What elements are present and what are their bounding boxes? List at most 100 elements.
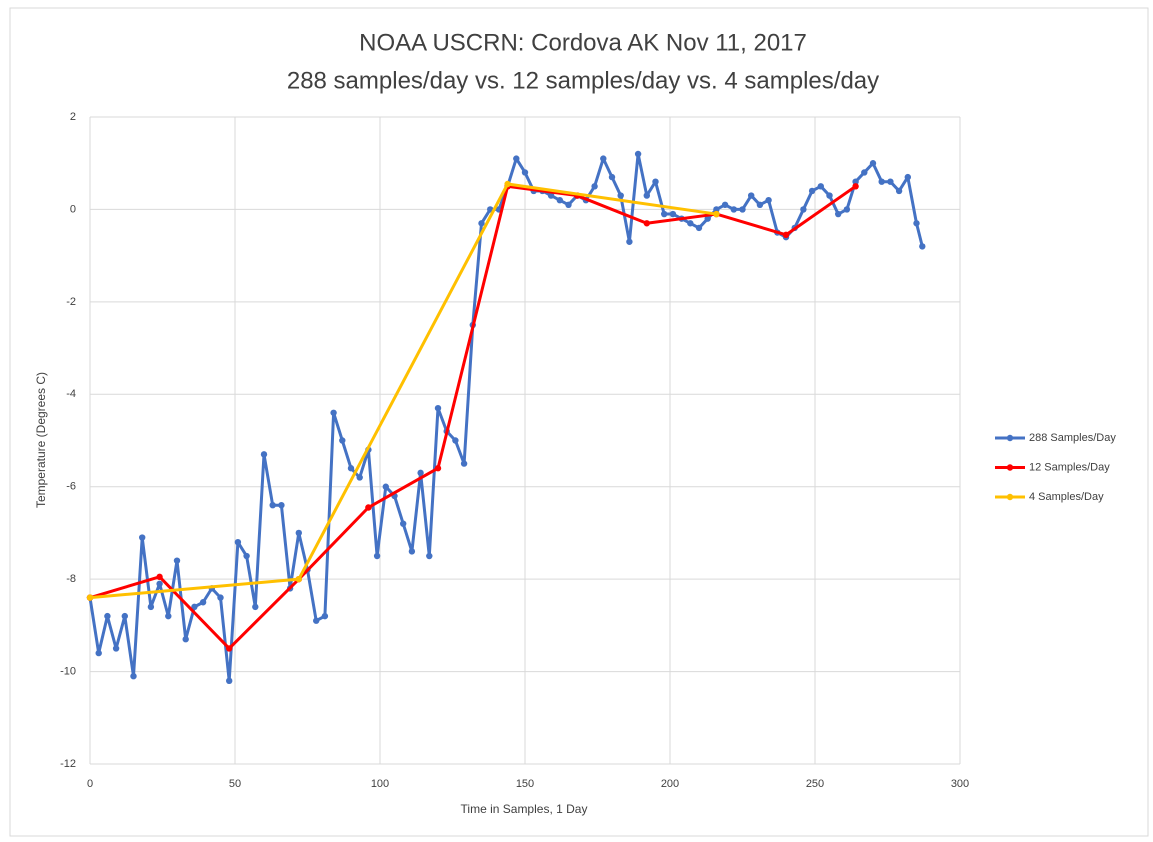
data-point	[513, 155, 520, 162]
data-point	[278, 502, 285, 509]
data-point	[173, 557, 181, 564]
data-point	[182, 636, 189, 643]
chart-title: NOAA USCRN: Cordova AK Nov 11, 2017	[359, 29, 807, 56]
legend-label: 288 Samples/Day	[1029, 432, 1116, 444]
data-point	[547, 192, 555, 199]
data-point	[713, 206, 720, 213]
data-point	[765, 196, 772, 204]
data-point	[426, 552, 433, 560]
data-point	[269, 502, 276, 509]
data-point	[165, 612, 172, 620]
data-point	[408, 548, 416, 555]
data-point	[400, 520, 407, 527]
legend-label: 12 Samples/Day	[1029, 461, 1110, 473]
data-point	[452, 437, 459, 444]
series-line	[89, 184, 857, 650]
data-point	[782, 231, 790, 239]
data-point	[521, 169, 529, 176]
chart-frame	[9, 7, 1149, 837]
legend-marker	[1006, 464, 1014, 471]
data-point	[843, 206, 851, 213]
data-point	[295, 529, 302, 537]
data-point	[313, 617, 320, 624]
data-point	[600, 155, 607, 162]
data-point	[156, 580, 163, 587]
y-tick-label: 0	[70, 203, 76, 215]
legend-marker	[1006, 493, 1014, 501]
data-point	[104, 612, 111, 620]
data-point	[330, 409, 337, 416]
y-axis-label: Temperature (Degrees C)	[34, 372, 48, 508]
data-point	[356, 474, 363, 481]
data-point	[591, 183, 598, 190]
data-point	[756, 201, 764, 209]
series-line	[89, 182, 717, 600]
data-point	[295, 575, 302, 583]
data-point	[643, 192, 650, 199]
data-point	[199, 599, 207, 606]
data-point	[191, 603, 198, 611]
data-point	[112, 645, 120, 652]
data-point	[86, 594, 94, 601]
x-tick-label: 250	[806, 778, 824, 790]
data-point	[652, 178, 659, 185]
data-point	[869, 160, 877, 167]
data-point	[608, 173, 616, 181]
data-point	[147, 603, 155, 611]
data-point	[156, 573, 163, 581]
data-point	[121, 612, 128, 620]
data-point	[417, 469, 424, 477]
data-point	[643, 220, 650, 227]
data-point	[504, 180, 511, 188]
data-point	[695, 224, 703, 232]
data-point	[919, 243, 926, 250]
x-tick-label: 50	[229, 778, 241, 790]
chart-subtitle: 288 samples/day vs. 12 samples/day vs. 4…	[287, 67, 879, 94]
data-point	[904, 173, 911, 181]
data-point	[347, 465, 355, 472]
data-point	[826, 192, 833, 199]
y-tick-label: -8	[66, 573, 76, 585]
data-point	[434, 465, 442, 472]
data-point	[861, 169, 868, 176]
data-point	[739, 206, 746, 213]
y-tick-label: -10	[60, 665, 76, 677]
y-tick-label: -6	[66, 481, 76, 493]
y-tick-label: -12	[60, 758, 76, 770]
x-tick-label: 100	[371, 778, 389, 790]
data-point	[130, 672, 137, 680]
legend-label: 4 Samples/Day	[1029, 491, 1104, 503]
data-point	[382, 483, 389, 490]
data-point	[217, 594, 224, 601]
data-point	[226, 645, 233, 652]
data-point	[887, 178, 894, 185]
x-axis-label: Time in Samples, 1 Day	[461, 802, 588, 816]
data-point	[661, 210, 668, 218]
data-point	[687, 220, 694, 227]
x-tick-label: 150	[516, 778, 534, 790]
y-tick-label: 2	[70, 111, 76, 123]
legend-marker	[1006, 434, 1014, 442]
y-tick-label: -4	[66, 388, 76, 400]
data-point	[730, 206, 737, 213]
data-point	[878, 178, 885, 185]
data-point	[748, 192, 755, 199]
x-tick-label: 200	[661, 778, 679, 790]
data-point	[852, 178, 859, 185]
data-point	[139, 534, 146, 541]
data-point	[617, 192, 624, 199]
data-point	[817, 183, 824, 190]
data-point	[434, 404, 442, 412]
x-tick-label: 300	[951, 778, 969, 790]
data-point	[339, 437, 346, 444]
data-point	[252, 603, 259, 611]
data-point	[626, 238, 633, 245]
data-point	[478, 220, 485, 227]
data-point	[634, 150, 642, 158]
data-point	[808, 187, 816, 195]
data-point	[226, 677, 233, 685]
data-point	[895, 187, 903, 195]
data-point	[243, 552, 250, 560]
data-point	[373, 552, 381, 560]
data-point	[365, 504, 372, 511]
